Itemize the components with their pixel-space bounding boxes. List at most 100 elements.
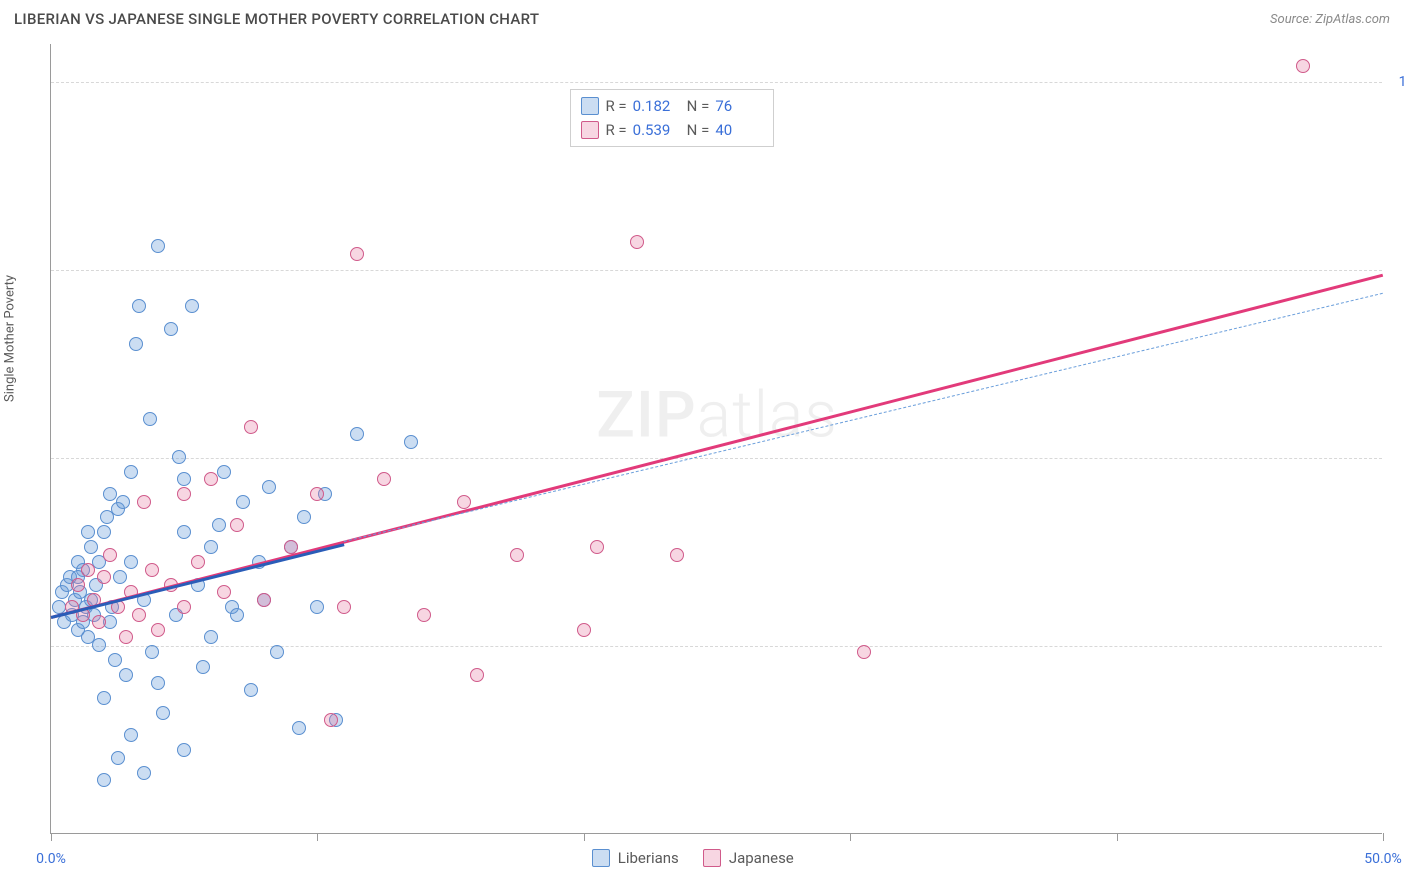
chart-container: Single Mother Poverty ZIPatlas 25.0%50.0… — [14, 38, 1392, 878]
data-point — [350, 247, 364, 261]
data-point — [577, 623, 591, 637]
data-point — [81, 563, 95, 577]
data-point — [132, 299, 146, 313]
data-point — [470, 668, 484, 682]
watermark: ZIPatlas — [596, 378, 838, 453]
data-point — [164, 322, 178, 336]
data-point — [310, 487, 324, 501]
y-tick-label: 50.0% — [1389, 450, 1406, 466]
data-point — [196, 660, 210, 674]
data-point — [124, 728, 138, 742]
data-point — [177, 525, 191, 539]
legend-item: Japanese — [703, 849, 794, 867]
y-axis-label: Single Mother Poverty — [3, 275, 18, 402]
x-tick — [850, 833, 851, 841]
data-point — [111, 751, 125, 765]
data-point — [124, 465, 138, 479]
data-point — [143, 412, 157, 426]
data-point — [230, 608, 244, 622]
legend-row: R = 0.539 N = 40 — [581, 118, 763, 142]
legend-swatch — [581, 97, 599, 115]
data-point — [212, 518, 226, 532]
legend-swatch — [592, 849, 610, 867]
plot-area: ZIPatlas 25.0%50.0%75.0%100.0%0.0%50.0%R… — [50, 44, 1382, 834]
data-point — [71, 578, 85, 592]
watermark-thin: atlas — [697, 378, 838, 453]
data-point — [81, 525, 95, 539]
data-point — [124, 555, 138, 569]
data-point — [310, 600, 324, 614]
data-point — [337, 600, 351, 614]
data-point — [129, 337, 143, 351]
data-point — [119, 630, 133, 644]
data-point — [97, 691, 111, 705]
data-point — [230, 518, 244, 532]
data-point — [191, 555, 205, 569]
data-point — [204, 630, 218, 644]
data-point — [670, 548, 684, 562]
data-point — [113, 570, 127, 584]
gridline — [51, 82, 1382, 83]
y-tick-label: 100.0% — [1389, 74, 1406, 90]
y-tick-label: 25.0% — [1389, 638, 1406, 654]
data-point — [292, 721, 306, 735]
data-point — [177, 472, 191, 486]
data-point — [92, 615, 106, 629]
gridline — [51, 270, 1382, 271]
data-point — [151, 676, 165, 690]
data-point — [244, 420, 258, 434]
data-point — [156, 706, 170, 720]
gridline — [51, 458, 1382, 459]
data-point — [217, 465, 231, 479]
data-point — [97, 773, 111, 787]
data-point — [857, 645, 871, 659]
data-point — [630, 235, 644, 249]
data-point — [204, 472, 218, 486]
legend-row: R = 0.182 N = 76 — [581, 94, 763, 118]
gridline — [51, 646, 1382, 647]
data-point — [119, 668, 133, 682]
data-point — [137, 766, 151, 780]
data-point — [324, 713, 338, 727]
data-point — [1296, 59, 1310, 73]
data-point — [145, 645, 159, 659]
data-point — [172, 450, 186, 464]
legend-swatch — [703, 849, 721, 867]
legend-label: Liberians — [618, 849, 679, 867]
data-point — [92, 638, 106, 652]
data-point — [84, 540, 98, 554]
data-point — [510, 548, 524, 562]
x-tick — [51, 833, 52, 841]
data-point — [457, 495, 471, 509]
data-point — [151, 239, 165, 253]
data-point — [257, 593, 271, 607]
data-point — [177, 743, 191, 757]
data-point — [404, 435, 418, 449]
data-point — [350, 427, 364, 441]
data-point — [297, 510, 311, 524]
data-point — [108, 653, 122, 667]
data-point — [270, 645, 284, 659]
data-point — [417, 608, 431, 622]
data-point — [103, 548, 117, 562]
data-point — [116, 495, 130, 509]
series-legend: Liberians Japanese — [592, 849, 794, 867]
data-point — [590, 540, 604, 554]
legend-label: Japanese — [729, 849, 794, 867]
data-point — [177, 487, 191, 501]
data-point — [377, 472, 391, 486]
x-tick — [1117, 833, 1118, 841]
data-point — [97, 570, 111, 584]
data-point — [185, 299, 199, 313]
data-point — [217, 585, 231, 599]
data-point — [151, 623, 165, 637]
watermark-bold: ZIP — [596, 378, 697, 453]
x-tick — [1383, 833, 1384, 841]
x-tick-label: 0.0% — [36, 851, 66, 867]
data-point — [177, 600, 191, 614]
data-point — [236, 495, 250, 509]
legend-swatch — [581, 121, 599, 139]
chart-title: LIBERIAN VS JAPANESE SINGLE MOTHER POVER… — [14, 10, 539, 28]
x-tick — [584, 833, 585, 841]
correlation-legend: R = 0.182 N = 76R = 0.539 N = 40 — [570, 89, 774, 147]
